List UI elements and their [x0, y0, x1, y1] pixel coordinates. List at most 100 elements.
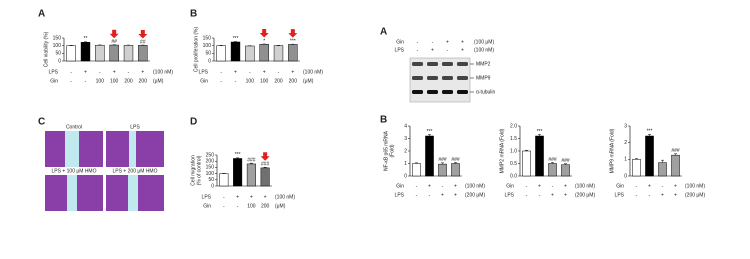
- bar: [658, 162, 667, 177]
- significance-label: ***: [233, 36, 239, 42]
- condition-mark: +: [674, 183, 677, 189]
- scratch-gap: [129, 131, 136, 167]
- significance-label: ###: [548, 157, 557, 163]
- y-tick-label: 2.0: [510, 123, 517, 129]
- blot-band: [442, 62, 453, 66]
- condition-unit: (100 nM): [575, 183, 595, 189]
- band-label: MMP9: [476, 75, 491, 81]
- highlight-arrow: [259, 28, 269, 38]
- significance-label: ***: [235, 152, 241, 158]
- condition-mark: 200: [124, 78, 133, 84]
- condition-unit: (200 μM): [685, 192, 705, 198]
- condition-mark: -: [417, 47, 419, 53]
- condition-mark: -: [416, 192, 418, 198]
- band-label: α-tubulin: [476, 89, 496, 95]
- significance-label: ###: [438, 157, 447, 163]
- condition-mark: 100: [110, 78, 119, 84]
- significance-label: ***: [290, 38, 296, 44]
- condition-mark: +: [291, 69, 294, 75]
- condition-mark: +: [551, 192, 554, 198]
- condition-mark: -: [99, 69, 101, 75]
- condition-mark: -: [416, 183, 418, 189]
- condition-name: LPS: [615, 192, 625, 198]
- condition-mark: -: [237, 203, 239, 209]
- y-tick-label: 150: [203, 35, 212, 41]
- condition-mark: -: [417, 39, 419, 45]
- condition-mark: -: [526, 192, 528, 198]
- bar: [425, 135, 434, 177]
- y-tick-label: 150: [206, 165, 215, 171]
- condition-mark: -: [223, 194, 225, 200]
- blot-band: [427, 62, 438, 66]
- condition-unit: (100 nM): [153, 69, 173, 75]
- y-axis-label: MMP2 mRNA (Fold): [499, 128, 505, 173]
- significance-label: ###: [247, 158, 256, 164]
- condition-mark: +: [236, 194, 239, 200]
- blot-band: [412, 76, 423, 80]
- condition-name: Gin: [396, 183, 404, 189]
- condition-mark: +: [446, 39, 449, 45]
- scratch-gap: [65, 131, 79, 167]
- condition-mark: +: [441, 192, 444, 198]
- condition-mark: +: [431, 47, 434, 53]
- condition-name: LPS: [395, 192, 405, 198]
- condition-name: Gin: [506, 183, 514, 189]
- highlight-arrow: [288, 29, 298, 38]
- y-tick-label: 50: [55, 51, 61, 57]
- condition-name: Gin: [50, 78, 58, 84]
- y-axis-label: (% of control): [196, 155, 202, 185]
- significance-label: *: [263, 38, 265, 44]
- panel-label: B: [380, 115, 387, 126]
- y-tick-label: 2: [404, 148, 407, 154]
- scratch-gap: [67, 175, 77, 211]
- condition-mark: -: [636, 192, 638, 198]
- bar: [260, 167, 270, 187]
- condition-mark: -: [278, 69, 280, 75]
- blot-band: [412, 62, 423, 66]
- bar: [273, 45, 284, 62]
- highlight-arrow: [109, 29, 119, 39]
- condition-mark: -: [249, 69, 251, 75]
- bar: [671, 154, 680, 177]
- condition-mark: +: [454, 183, 457, 189]
- y-axis-label: Cell migration: [190, 155, 196, 186]
- y-axis-label: Cell proliferation (%): [193, 27, 199, 73]
- condition-name: Gin: [203, 203, 211, 209]
- condition-unit: (μM): [303, 78, 314, 84]
- bar: [109, 44, 119, 62]
- y-axis-label: Cell viability (%): [43, 31, 49, 67]
- bar: [219, 173, 229, 187]
- condition-mark: 200: [274, 78, 283, 84]
- condition-name: Gin: [616, 183, 624, 189]
- condition-mark: +: [564, 183, 567, 189]
- panel-label: A: [380, 27, 387, 38]
- bar: [246, 163, 256, 187]
- condition-mark: -: [662, 183, 664, 189]
- blot-band: [427, 90, 438, 94]
- condition-unit: (100 μM): [474, 39, 494, 45]
- blot-band: [412, 90, 423, 94]
- y-tick-label: 250: [206, 152, 215, 158]
- condition-mark: +: [264, 194, 267, 200]
- condition-name: LPS: [395, 47, 405, 53]
- bar: [123, 45, 134, 62]
- significance-label: ***: [427, 129, 433, 135]
- condition-mark: -: [539, 192, 541, 198]
- panel-label: B: [190, 9, 197, 20]
- bar: [451, 163, 460, 177]
- bar: [230, 41, 241, 62]
- condition-unit: (200 μM): [575, 192, 595, 198]
- condition-mark: -: [552, 183, 554, 189]
- y-tick-label: 3: [624, 123, 627, 129]
- condition-mark: 100: [246, 78, 255, 84]
- significance-label: ***: [647, 129, 653, 135]
- condition-mark: +: [648, 183, 651, 189]
- condition-name: LPS: [505, 192, 515, 198]
- condition-mark: +: [263, 69, 266, 75]
- condition-name: Gin: [200, 78, 208, 84]
- condition-mark: +: [454, 192, 457, 198]
- condition-name: LPS: [49, 69, 59, 75]
- condition-mark: +: [234, 69, 237, 75]
- significance-label: **: [84, 36, 88, 42]
